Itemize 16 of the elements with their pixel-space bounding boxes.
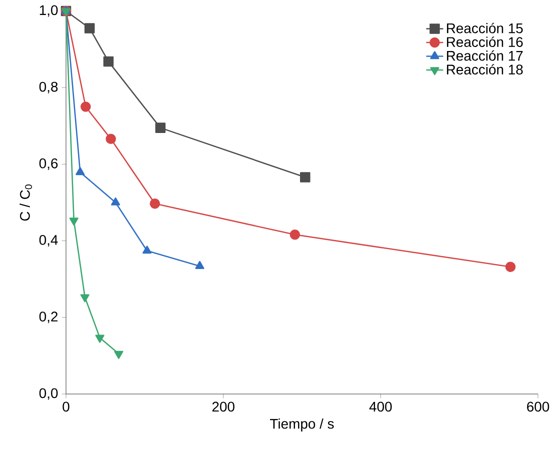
y-tick-label: 0,0: [39, 388, 58, 400]
x-tick-label: 0: [62, 402, 70, 412]
x-axis-title: Tiempo / s: [270, 418, 334, 432]
y-tick-label: 0,8: [39, 82, 58, 94]
x-tick-label: 400: [369, 402, 392, 412]
legend-label: Reacción 17: [446, 50, 523, 61]
legend-label: Reacción 16: [446, 36, 523, 48]
y-tick-label: 0,4: [39, 235, 58, 247]
legend-label: Reacción 15: [446, 22, 523, 34]
x-tick-label: 200: [212, 402, 234, 412]
y-tick-label: 1,0: [40, 5, 58, 17]
y-tick-label: 0,2: [39, 312, 58, 324]
x-tick-label: 600: [527, 402, 550, 412]
y-axis-title: C / C$_{0}$: [20, 184, 32, 221]
y-tick-label: 0,6: [39, 158, 58, 170]
legend-label: Reacción 18: [446, 64, 523, 75]
